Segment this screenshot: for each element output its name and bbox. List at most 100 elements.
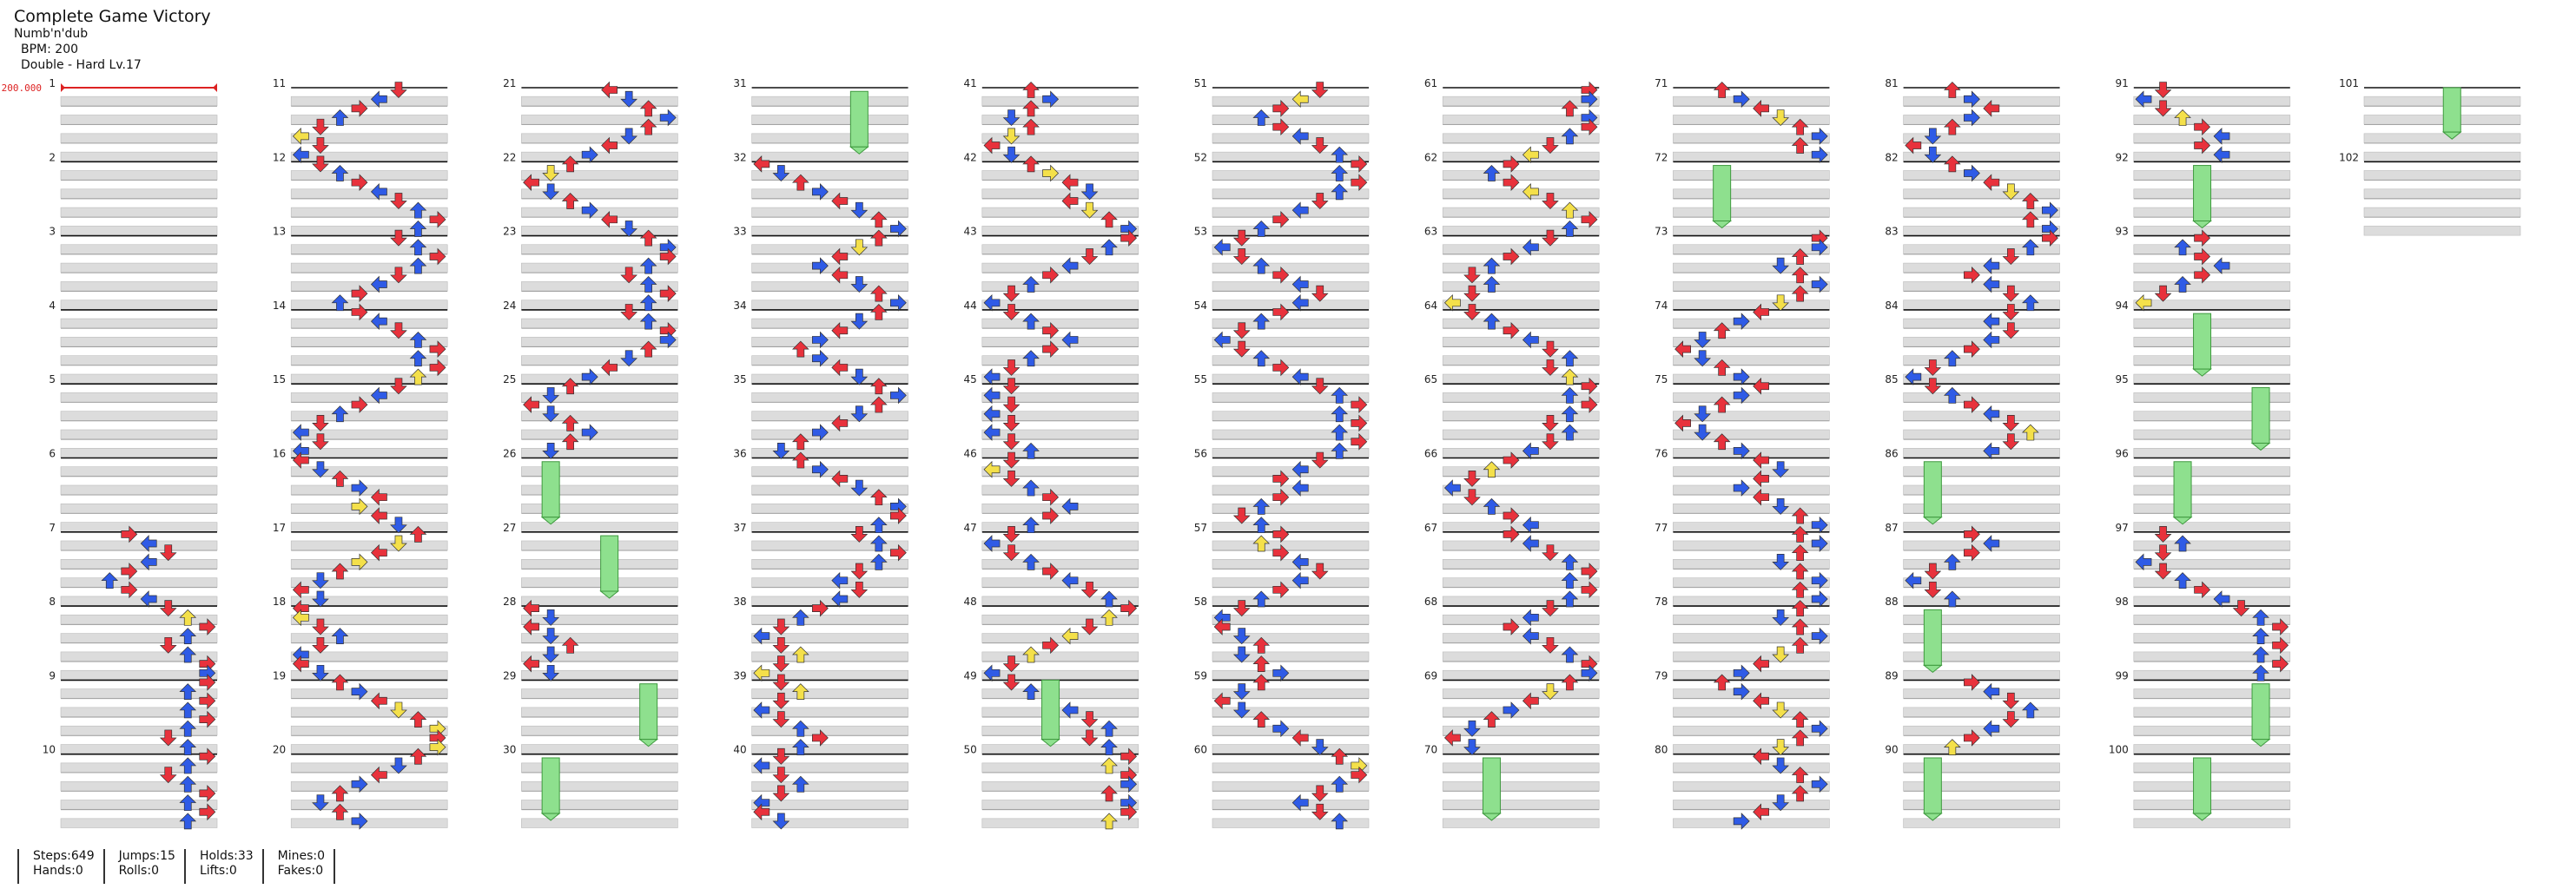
note-arrow	[870, 489, 888, 506]
note-arrow	[1772, 553, 1789, 570]
staff-band	[751, 818, 908, 828]
measure-number: 27	[503, 522, 516, 534]
staff-band	[2133, 392, 2291, 403]
staff-band	[2133, 540, 2291, 550]
note-arrow	[1002, 433, 1020, 451]
note-arrow	[1561, 405, 1579, 423]
measure-number: 18	[273, 596, 286, 608]
staff-band	[1673, 95, 1830, 107]
note-arrow	[370, 275, 387, 293]
staff-band	[521, 540, 678, 550]
staff-band	[521, 558, 678, 570]
note-arrow	[889, 220, 907, 238]
note-arrow	[983, 405, 1001, 423]
note-arrow	[620, 304, 637, 320]
staff-band	[981, 818, 1139, 828]
staff-band	[2133, 448, 2291, 458]
staff-band	[1673, 522, 1830, 532]
staff-band	[1442, 262, 1600, 273]
staff-band	[1673, 429, 1830, 439]
staff-band	[981, 577, 1139, 588]
measure-number: 89	[1885, 669, 1898, 682]
note-arrow	[1753, 451, 1770, 469]
hold-tail	[540, 517, 561, 525]
note-arrow	[1561, 350, 1579, 367]
note-arrow	[1311, 785, 1329, 802]
note-arrow	[1232, 646, 1251, 663]
note-arrow	[1581, 118, 1598, 136]
note-arrow	[1791, 767, 1809, 783]
staff-band	[1442, 95, 1600, 107]
staff-band	[1903, 800, 2060, 810]
note-arrow	[1272, 266, 1290, 284]
note-arrow	[1791, 267, 1809, 284]
measure-number: 85	[1885, 373, 1898, 385]
note-arrow	[1561, 590, 1579, 608]
note-arrow	[1733, 313, 1750, 330]
note-arrow	[1232, 229, 1251, 247]
staff-band	[1442, 151, 1600, 162]
note-arrow	[1983, 535, 2000, 552]
staff-band	[60, 558, 218, 570]
staff-band	[521, 522, 678, 532]
staff-band	[981, 800, 1139, 810]
note-arrow	[1791, 544, 1809, 562]
measure-number: 8	[49, 596, 56, 608]
measure-number: 65	[1424, 373, 1437, 385]
note-arrow	[542, 443, 559, 459]
staff-band	[2133, 484, 2291, 495]
note-arrow	[409, 747, 427, 765]
staff-band	[981, 188, 1139, 199]
measure-number: 38	[733, 596, 746, 608]
staff-band	[981, 614, 1139, 625]
staff-band	[2133, 337, 2291, 347]
measure-number: 66	[1424, 448, 1437, 460]
hold-body	[2173, 461, 2192, 518]
staff-band	[1673, 300, 1830, 310]
staff-band	[521, 411, 678, 421]
note-arrow	[390, 535, 407, 552]
note-arrow	[1733, 90, 1750, 109]
staff-band	[2133, 262, 2291, 273]
staff-band	[290, 762, 448, 773]
note-arrow	[1232, 701, 1251, 719]
note-arrow	[1100, 211, 1118, 228]
note-arrow	[1311, 739, 1329, 756]
note-arrow	[1002, 304, 1020, 320]
note-arrow	[2002, 304, 2020, 320]
note-arrow	[1733, 479, 1750, 497]
note-arrow	[331, 109, 349, 126]
note-arrow	[1503, 618, 1520, 635]
note-arrow	[292, 128, 309, 145]
note-arrow	[1905, 136, 1922, 155]
note-arrow	[1964, 164, 1980, 182]
staff-band	[521, 151, 678, 162]
staff-band	[2363, 151, 2521, 162]
staff-band	[751, 762, 908, 773]
staff-band	[1903, 392, 2060, 403]
staff-band	[1673, 207, 1830, 218]
note-arrow	[1443, 479, 1461, 497]
note-arrow	[1581, 396, 1598, 413]
staff-band	[1673, 226, 1830, 236]
note-arrow	[312, 433, 329, 451]
note-arrow	[1232, 248, 1251, 265]
staff-band	[60, 540, 218, 550]
note-arrow	[1291, 794, 1309, 812]
stat-lifts: Lifts:0	[199, 864, 237, 878]
staff-band	[1442, 762, 1600, 773]
staff-band	[981, 448, 1139, 458]
staff-band	[1903, 207, 2060, 218]
note-arrow	[772, 636, 790, 654]
staff-band	[1212, 207, 1370, 218]
staff-band	[1212, 484, 1370, 495]
staff-band	[1212, 355, 1370, 365]
note-arrow	[1772, 646, 1789, 663]
note-arrow	[351, 396, 368, 413]
note-arrow	[159, 600, 177, 617]
staff-band	[2363, 188, 2521, 199]
staff-band	[2363, 226, 2521, 236]
note-arrow	[390, 322, 407, 339]
staff-band	[751, 392, 908, 403]
staff-band	[521, 707, 678, 717]
